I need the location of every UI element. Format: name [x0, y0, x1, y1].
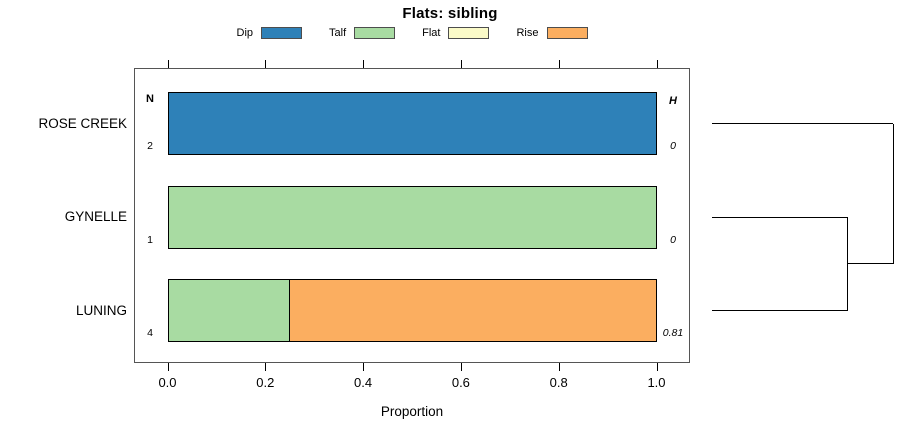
- dendrogram-join-line: [892, 123, 894, 264]
- dendrogram-branch-line: [712, 310, 847, 311]
- legend-label-talf: Talf: [329, 27, 347, 39]
- bar-row-gynelle: [167, 185, 657, 249]
- dendrogram-branch-line: [712, 216, 847, 218]
- category-label-luning: LUNING: [75, 302, 127, 318]
- x-tick-bottom: [167, 363, 169, 371]
- h-column-header: H: [669, 95, 677, 107]
- bar-row-luning: [167, 279, 657, 342]
- legend-swatch-rise: [546, 27, 588, 39]
- x-tick-label: 0.6: [451, 375, 470, 390]
- x-tick-bottom: [460, 363, 462, 371]
- bar-segment-gynelle-talf: [167, 185, 657, 249]
- n-value-luning: 4: [147, 327, 153, 339]
- x-tick-label: 1.0: [647, 375, 666, 390]
- n-value-rose-creek: 2: [147, 140, 153, 152]
- legend-item-talf: Talf: [329, 27, 396, 39]
- x-tick-label: 0.8: [549, 375, 568, 390]
- legend-swatch-talf: [354, 27, 396, 39]
- legend: Dip Talf Flat Rise: [134, 24, 690, 42]
- dendrogram-branch-line: [712, 123, 893, 124]
- h-value-luning: 0.81: [662, 327, 684, 339]
- x-tick-top: [558, 60, 560, 68]
- x-tick-top: [265, 60, 267, 68]
- x-tick-label: 0.4: [354, 375, 373, 390]
- x-tick-label: 0.2: [256, 375, 275, 390]
- plot-box: [134, 68, 690, 363]
- bar-row-rose-creek: [167, 92, 657, 155]
- bar-segment-rose-creek-dip: [167, 92, 657, 155]
- n-column-header: N: [146, 93, 154, 105]
- legend-label-flat: Flat: [422, 27, 441, 39]
- x-tick-label: 0.0: [158, 375, 177, 390]
- legend-swatch-flat: [448, 27, 490, 39]
- bar-segment-luning-talf: [167, 279, 290, 342]
- legend-item-dip: Dip: [237, 27, 303, 39]
- category-label-gynelle: GYNELLE: [64, 209, 127, 224]
- x-tick-bottom: [265, 363, 267, 371]
- legend-label-rise: Rise: [516, 27, 539, 39]
- x-tick-top: [167, 60, 169, 68]
- h-value-rose-creek: 0: [670, 140, 676, 152]
- x-tick-top: [460, 60, 462, 68]
- x-tick-bottom: [656, 363, 658, 371]
- dendrogram-branch-line: [847, 263, 893, 265]
- legend-item-rise: Rise: [516, 27, 588, 39]
- legend-item-flat: Flat: [422, 27, 490, 39]
- x-tick-top: [656, 60, 658, 68]
- h-value-gynelle: 0: [670, 233, 676, 246]
- x-tick-bottom: [558, 363, 560, 371]
- x-tick-top: [363, 60, 365, 68]
- x-axis-label: Proportion: [380, 404, 444, 419]
- category-label-rose-creek: ROSE CREEK: [38, 115, 127, 131]
- x-tick-bottom: [363, 363, 365, 371]
- bar-segment-luning-rise: [289, 279, 657, 342]
- n-value-gynelle: 1: [147, 233, 153, 246]
- legend-swatch-dip: [261, 27, 303, 39]
- legend-label-dip: Dip: [236, 27, 254, 39]
- chart-title: Flats: sibling: [402, 5, 498, 22]
